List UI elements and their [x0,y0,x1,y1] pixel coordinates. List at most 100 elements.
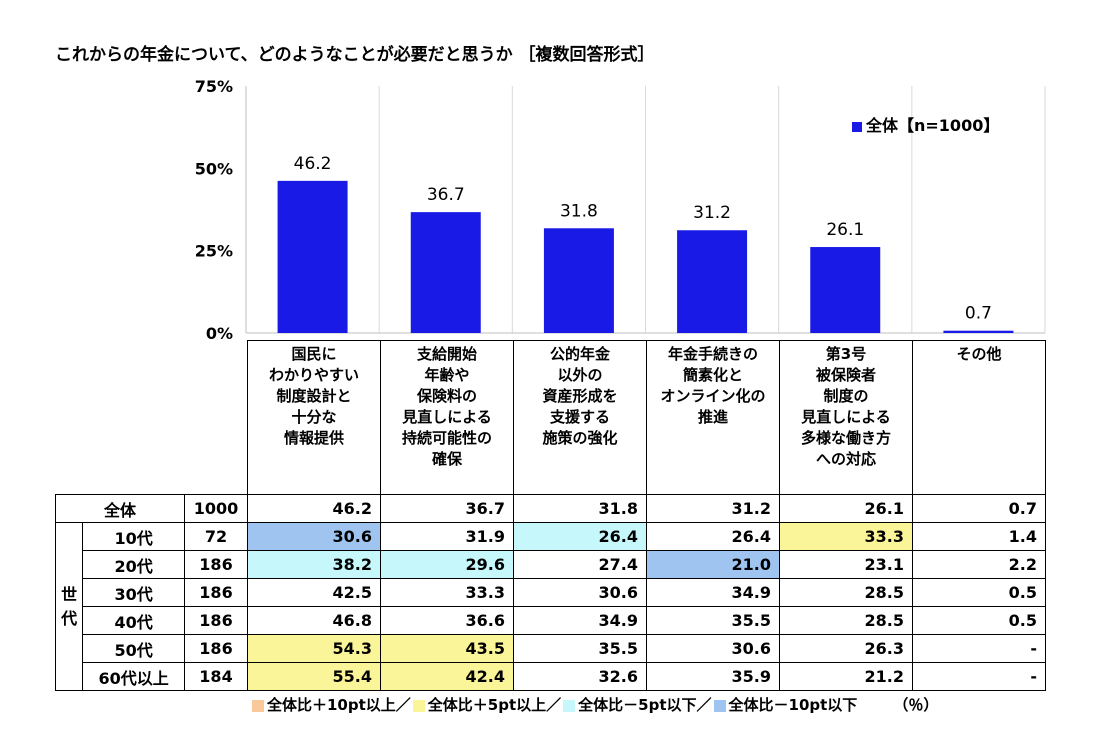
table-cell: 46.8 [247,606,381,635]
table-cell: 31.8 [513,494,647,523]
highlight-swatch [252,699,264,712]
highlight-legend: 全体比＋10pt以上／ 全体比＋5pt以上／ 全体比－5pt以下／ 全体比－10pt以… [250,694,938,715]
table-cell: 26.4 [513,522,647,551]
table-row: 30代 186 42.5 33.3 30.6 34.9 28.5 0.5 [56,578,1046,607]
highlight-label: 全体比－5pt以下／ [578,696,712,714]
y-tick-label: 75% [195,77,233,96]
sample-size: 186 [184,634,248,663]
data-table: 国民に わかりやすい 制度設計と 十分な 情報提供 支給開始 年齢や 保険料の 見… [54,340,1046,691]
table-cell: 28.5 [779,578,913,607]
table-corner [56,341,248,495]
table-cell: 36.6 [380,606,514,635]
table-cell: 36.7 [380,494,514,523]
table-cell: 42.5 [247,578,381,607]
bar [677,230,748,333]
generation-group-label: 世 代 [54,522,84,691]
table-cell: - [912,634,1046,663]
table-cell: 30.6 [646,634,780,663]
highlight-swatch [563,699,576,712]
table-cell: 55.4 [247,662,381,691]
y-tick-label: 25% [195,242,233,261]
bar [543,228,614,333]
sample-size: 186 [184,578,248,607]
table-cell: 33.3 [380,578,514,607]
row-label: 60代以上 [82,662,185,691]
y-tick-label: 0% [206,324,233,340]
table-cell: 29.6 [380,550,514,579]
row-label: 40代 [82,606,185,635]
bar-value-label: 46.2 [294,154,332,174]
category-header: 支給開始 年齢や 保険料の 見直しによる 持続可能性の 確保 [380,340,514,495]
bar-value-label: 36.7 [427,185,465,205]
table-cell: 35.9 [646,662,780,691]
table-cell: 28.5 [779,606,913,635]
table-cell: 35.5 [646,606,780,635]
row-label: 20代 [82,550,185,579]
bar [410,212,481,333]
category-label: 国民に わかりやすい 制度設計と 十分な 情報提供 [268,345,359,447]
category-label: 支給開始 年齢や 保険料の 見直しによる 持続可能性の 確保 [401,345,492,468]
sample-size: 72 [184,522,248,551]
table-cell: 26.4 [646,522,780,551]
sample-size: 1000 [184,494,248,523]
table-cell: 0.5 [912,578,1046,607]
category-label: 公的年金 以外の 資産形成を 支援する 施策の強化 [542,345,618,447]
table-cell: 21.2 [779,662,913,691]
table-row: 全体 1000 46.2 36.7 31.8 31.2 26.1 0.7 [55,494,1046,523]
bar [810,247,881,333]
table-header-row: 国民に わかりやすい 制度設計と 十分な 情報提供 支給開始 年齢や 保険料の 見… [56,340,1046,495]
table-row: 40代 186 46.8 36.6 34.9 35.5 28.5 0.5 [56,606,1046,635]
table-cell: 54.3 [247,634,381,663]
bar [277,180,348,333]
unit-label: （％） [893,696,939,714]
table-cell: 35.5 [513,634,647,663]
y-tick-label: 50% [195,159,233,178]
chart-title: これからの年金について、どのようなことが必要だと思うか ［複数回答形式］ [55,45,655,65]
table-row: 20代 186 38.2 29.6 27.4 21.0 23.1 2.2 [56,550,1046,579]
table-cell: 32.6 [513,662,647,691]
sample-size: 186 [184,550,248,579]
category-header: 第3号 被保険者 制度の 見直しによる 多様な働き方 への対応 [779,340,913,495]
table-cell: 1.4 [912,522,1046,551]
highlight-swatch [713,699,726,712]
bar-value-label: 0.7 [965,304,992,324]
category-label: 第3号 被保険者 制度の 見直しによる 多様な働き方 への対応 [800,345,891,468]
table-cell: 0.5 [912,606,1046,635]
row-label: 50代 [82,634,185,663]
table-cell: 30.6 [513,578,647,607]
table-cell: 43.5 [380,634,514,663]
bar [943,330,1014,333]
table-cell: 21.0 [646,550,780,579]
table-cell: 31.2 [646,494,780,523]
bar-value-label: 26.1 [826,220,864,240]
highlight-label: 全体比＋5pt以上／ [427,696,562,714]
row-label: 10代 [82,522,185,551]
table-cell: 26.3 [779,634,913,663]
table-cell: 27.4 [513,550,647,579]
bar-value-label: 31.2 [693,203,731,223]
highlight-label: 全体比＋10pt以上／ [267,696,411,714]
table-cell: 38.2 [247,550,381,579]
category-header: 公的年金 以外の 資産形成を 支援する 施策の強化 [513,340,647,495]
table-cell: 42.4 [380,662,514,691]
category-label: その他 [956,345,1002,363]
table-cell: 2.2 [912,550,1046,579]
legend-label: 全体【n=1000】 [866,116,1000,135]
table-cell: 23.1 [779,550,913,579]
table-cell: 30.6 [247,522,381,551]
table-cell: 34.9 [513,606,647,635]
bar-chart: 0% 25% 50% 75% 46.2 36.7 31.8 31.2 26.1 0.7 [195,77,1046,340]
row-label: 30代 [82,578,185,607]
table-cell: - [912,662,1046,691]
table-row: 50代 186 54.3 43.5 35.5 30.6 26.3- [56,634,1046,663]
table-cell: 31.9 [380,522,514,551]
table-cell: 34.9 [646,578,780,607]
table-cell: 33.3 [779,522,913,551]
category-label: 年金手続きの 簡素化と オンライン化の 推進 [660,345,766,426]
table-cell: 46.2 [247,494,381,523]
sample-size: 184 [184,662,248,691]
legend: 全体【n=1000】 [852,112,999,136]
category-header: その他 [912,340,1046,495]
category-header: 国民に わかりやすい 制度設計と 十分な 情報提供 [247,340,381,495]
highlight-swatch [412,699,425,712]
